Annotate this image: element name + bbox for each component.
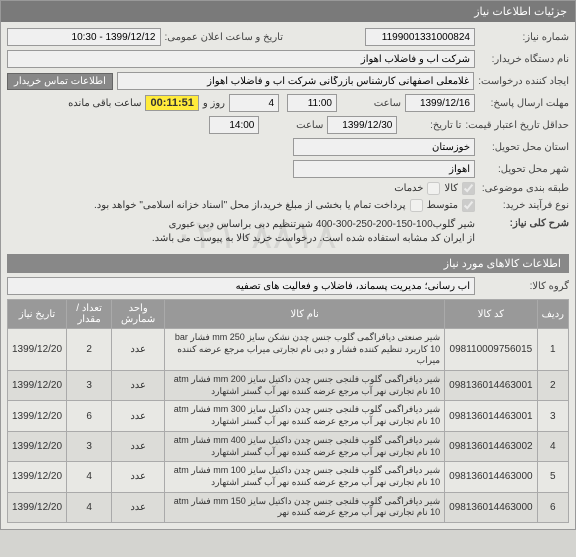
table-cell: شیر دیافراگمی گلوب فلنجی جنس چدن داکتیل … bbox=[165, 371, 445, 401]
table-row: 1098110009756015شیر صنعتی دیافراگمی گلوب… bbox=[8, 329, 569, 371]
process-medium-checkbox bbox=[462, 199, 475, 212]
table-cell: 5 bbox=[537, 462, 568, 492]
province-field bbox=[293, 138, 475, 156]
time-label: ساعت bbox=[341, 98, 401, 109]
creator-field bbox=[117, 72, 474, 90]
table-cell: عدد bbox=[112, 371, 165, 401]
table-row: 3098136014463001شیر دیافراگمی گلوب فلنجی… bbox=[8, 401, 569, 431]
table-cell: عدد bbox=[112, 431, 165, 461]
days-remain-label: روز و bbox=[203, 98, 225, 109]
table-row: 4098136014463002شیر دیافراگمی گلوب فلنجی… bbox=[8, 431, 569, 461]
table-cell: 4 bbox=[67, 492, 112, 522]
table-cell: 6 bbox=[537, 492, 568, 522]
table-cell: 3 bbox=[537, 401, 568, 431]
validity-until-label: تا تاریخ: bbox=[401, 120, 461, 131]
table-cell: 6 bbox=[67, 401, 112, 431]
table-cell: 2 bbox=[67, 329, 112, 371]
table-cell: 1399/12/20 bbox=[8, 401, 67, 431]
table-cell: شیر دیافراگمی گلوب فلنجی جنس چدن داکتیل … bbox=[165, 462, 445, 492]
process-note-checkbox bbox=[410, 199, 423, 212]
table-cell: عدد bbox=[112, 401, 165, 431]
deadline-label: مهلت ارسال پاسخ: bbox=[479, 98, 569, 109]
table-cell: 4 bbox=[537, 431, 568, 461]
table-cell: 3 bbox=[67, 371, 112, 401]
table-cell: 1399/12/20 bbox=[8, 431, 67, 461]
validity-time-label: ساعت bbox=[263, 120, 323, 131]
table-cell: عدد bbox=[112, 462, 165, 492]
contact-button[interactable]: اطلاعات تماس خریدار bbox=[7, 73, 113, 90]
buyer-field bbox=[7, 50, 475, 68]
validity-time-field bbox=[209, 116, 259, 134]
summary-title-label: شرح کلی نیاز: bbox=[479, 218, 569, 229]
table-cell: 4 bbox=[67, 462, 112, 492]
city-field bbox=[293, 160, 475, 178]
table-cell: شیر دیافراگمی گلوب فلنجی جنس چدن داکتیل … bbox=[165, 492, 445, 522]
deadline-time-field bbox=[287, 94, 337, 112]
table-column-header: نام کالا bbox=[165, 300, 445, 329]
category-services-checkbox bbox=[427, 182, 440, 195]
creator-label: ایجاد کننده درخواست: bbox=[478, 76, 569, 87]
buyer-label: نام دستگاه خریدار: bbox=[479, 54, 569, 65]
goods-table: ردیفکد کالانام کالاواحد شمارشتعداد / مقد… bbox=[7, 299, 569, 523]
goods-section-title: اطلاعات کالاهای مورد نیاز bbox=[7, 254, 569, 273]
deadline-date-field bbox=[405, 94, 475, 112]
table-cell: 098110009756015 bbox=[445, 329, 537, 371]
table-cell: 1399/12/20 bbox=[8, 462, 67, 492]
table-cell: 1399/12/20 bbox=[8, 492, 67, 522]
category-services-label: خدمات bbox=[394, 183, 423, 194]
table-cell: 2 bbox=[537, 371, 568, 401]
table-cell: 098136014463001 bbox=[445, 371, 537, 401]
table-cell: عدد bbox=[112, 329, 165, 371]
countdown-timer: 00:11:51 bbox=[145, 95, 198, 111]
city-label: شهر محل تحویل: bbox=[479, 164, 569, 175]
announce-label: تاریخ و ساعت اعلان عمومی: bbox=[165, 32, 284, 43]
table-column-header: ردیف bbox=[537, 300, 568, 329]
category-goods-label: کالا bbox=[444, 183, 458, 194]
group-label: گروه کالا: bbox=[479, 281, 569, 292]
table-cell: 098136014463001 bbox=[445, 401, 537, 431]
process-label: نوع فرآیند خرید: bbox=[479, 200, 569, 211]
category-label: طبقه بندی موضوعی: bbox=[479, 183, 569, 194]
timer-label: ساعت باقی مانده bbox=[68, 98, 141, 109]
validity-label: حداقل تاریخ اعتبار قیمت: bbox=[465, 120, 569, 131]
table-column-header: کد کالا bbox=[445, 300, 537, 329]
need-number-field bbox=[365, 28, 475, 46]
table-cell: 1 bbox=[537, 329, 568, 371]
group-field bbox=[7, 277, 475, 295]
table-column-header: تعداد / مقدار bbox=[67, 300, 112, 329]
table-row: 2098136014463001شیر دیافراگمی گلوب فلنجی… bbox=[8, 371, 569, 401]
table-row: 5098136014463000شیر دیافراگمی گلوب فلنجی… bbox=[8, 462, 569, 492]
process-medium-label: متوسط bbox=[427, 200, 458, 211]
table-cell: 1399/12/20 bbox=[8, 371, 67, 401]
process-note-label: پرداخت تمام یا بخشی از مبلغ خرید،از محل … bbox=[94, 200, 406, 211]
table-cell: 3 bbox=[67, 431, 112, 461]
summary-text: شیر گلوب100-150-200-250-300-400 شیرتنظیم… bbox=[152, 218, 475, 246]
table-cell: 1399/12/20 bbox=[8, 329, 67, 371]
table-cell: 098136014463000 bbox=[445, 462, 537, 492]
table-column-header: واحد شمارش bbox=[112, 300, 165, 329]
province-label: استان محل تحویل: bbox=[479, 142, 569, 153]
table-cell: 098136014463002 bbox=[445, 431, 537, 461]
table-cell: عدد bbox=[112, 492, 165, 522]
table-cell: 098136014463000 bbox=[445, 492, 537, 522]
category-goods-checkbox bbox=[462, 182, 475, 195]
table-row: 6098136014463000شیر دیافراگمی گلوب فلنجی… bbox=[8, 492, 569, 522]
days-remain-field bbox=[229, 94, 279, 112]
table-cell: شیر صنعتی دیافراگمی گلوب جنس چدن نشکن سا… bbox=[165, 329, 445, 371]
announce-field bbox=[7, 28, 161, 46]
table-column-header: تاریخ نیاز bbox=[8, 300, 67, 329]
validity-date-field bbox=[327, 116, 397, 134]
panel-title: جزئیات اطلاعات نیاز bbox=[1, 1, 575, 22]
need-number-label: شماره نیاز: bbox=[479, 32, 569, 43]
table-cell: شیر دیافراگمی گلوب فلنجی جنس چدن داکتیل … bbox=[165, 431, 445, 461]
table-cell: شیر دیافراگمی گلوب فلنجی جنس چدن داکتیل … bbox=[165, 401, 445, 431]
